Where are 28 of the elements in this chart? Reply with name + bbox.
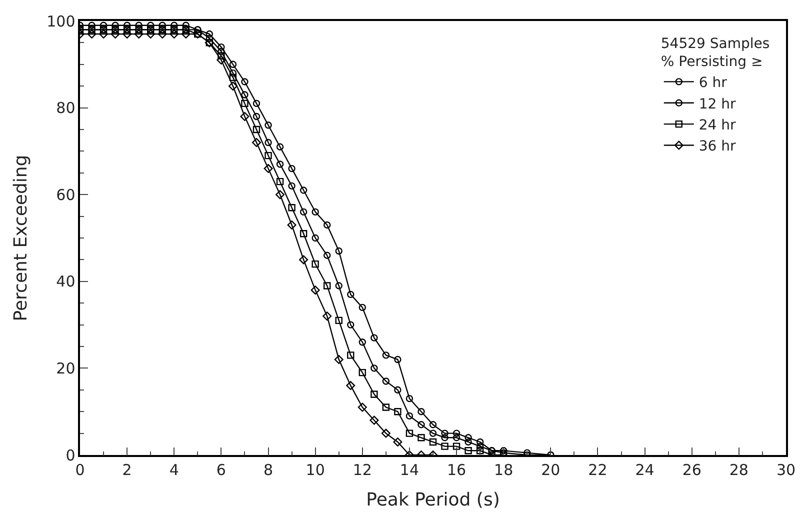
x-tick-label: 16	[446, 460, 466, 479]
x-tick-label: 22	[588, 460, 608, 479]
y-tick-label: 80	[56, 99, 76, 118]
x-tick-label: 6	[216, 460, 226, 479]
y-tick-label: 40	[56, 272, 76, 291]
y-tick-label: 20	[56, 359, 76, 378]
x-tick-label: 2	[122, 460, 132, 479]
x-tick-label: 12	[352, 460, 372, 479]
x-tick-label: 14	[400, 460, 420, 479]
legend-label: 24 hr	[698, 118, 736, 134]
x-tick-label: 20	[541, 460, 560, 479]
y-tick-label: 100	[46, 12, 76, 30]
legend-label: 12 hr	[698, 96, 736, 112]
y-tick-label: 60	[56, 186, 76, 204]
x-tick-label: 28	[729, 460, 748, 479]
x-tick-label: 4	[169, 460, 179, 479]
x-tick-label: 10	[306, 460, 325, 479]
y-axis-title: Percent Exceeding	[10, 154, 32, 322]
x-axis-title: Peak Period (s)	[366, 489, 500, 510]
legend-label: 6 hr	[698, 75, 728, 92]
x-tick-label: 30	[776, 460, 796, 479]
legend-label: 36 hr	[698, 138, 736, 155]
y-tick-label: 0	[66, 446, 76, 464]
x-tick-label: 8	[263, 460, 274, 479]
x-tick-label: 26	[682, 460, 702, 479]
x-tick-label: 18	[494, 460, 514, 479]
x-tick-label: 24	[635, 460, 654, 479]
legend-title: 54529 Samples % Persisting ≥	[660, 36, 770, 70]
